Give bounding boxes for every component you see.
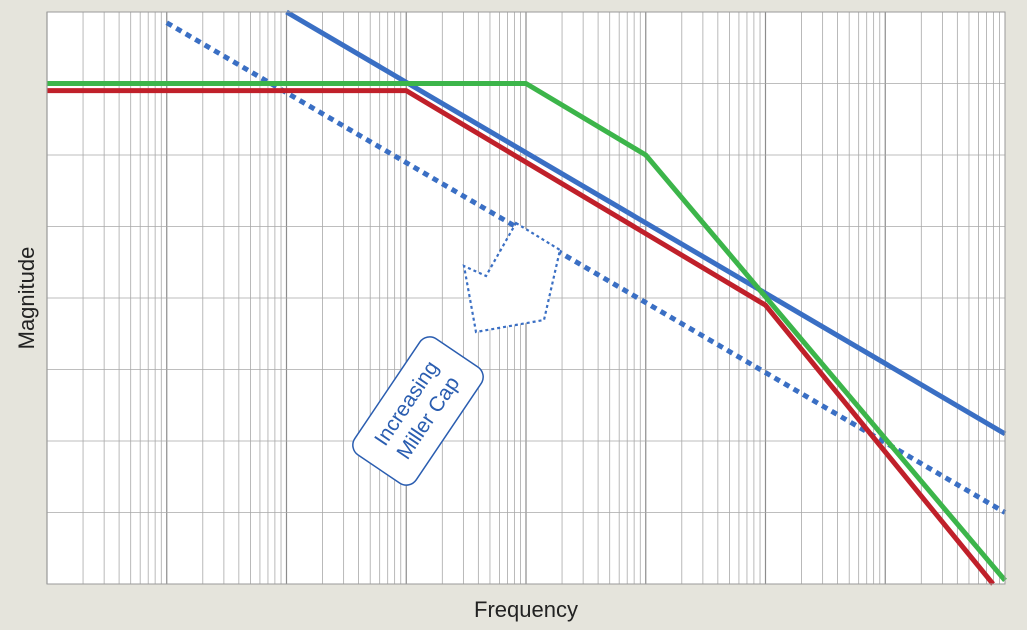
x-axis-label: Frequency <box>474 597 578 622</box>
y-axis-label: Magnitude <box>14 247 39 350</box>
annotation-box <box>352 336 484 486</box>
series-line-red <box>47 88 995 586</box>
series-line-green <box>47 81 1007 583</box>
series-layer <box>47 9 1007 586</box>
series-line-blue-dotted <box>165 20 1007 515</box>
direction-arrow <box>462 221 562 334</box>
grid <box>46 12 1005 584</box>
annotation-callout: Increasing Miller Cap <box>352 336 484 486</box>
plot-frame <box>46 11 1006 585</box>
